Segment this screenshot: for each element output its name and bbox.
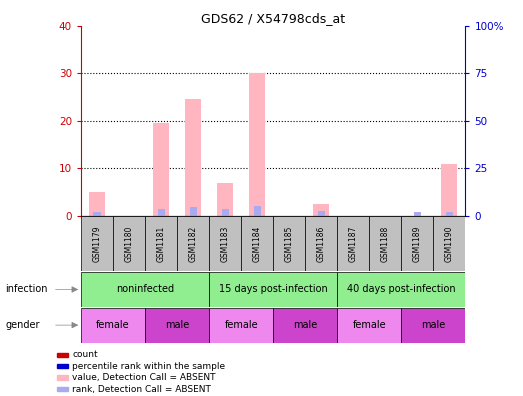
Bar — [254, 206, 261, 216]
Bar — [57, 375, 68, 379]
Bar — [441, 164, 458, 216]
Text: GSM1188: GSM1188 — [381, 225, 390, 262]
Text: 15 days post-infection: 15 days post-infection — [219, 284, 327, 295]
Text: GSM1180: GSM1180 — [124, 225, 133, 262]
Bar — [81, 272, 209, 307]
Bar — [313, 204, 329, 216]
Bar — [89, 192, 105, 216]
Bar — [209, 216, 241, 271]
Text: female: female — [96, 320, 130, 330]
Text: male: male — [165, 320, 189, 330]
Bar — [217, 183, 233, 216]
Bar — [337, 272, 465, 307]
Text: GSM1184: GSM1184 — [253, 225, 262, 262]
Bar — [57, 353, 68, 357]
Text: noninfected: noninfected — [116, 284, 174, 295]
Text: GSM1186: GSM1186 — [317, 225, 326, 262]
Text: count: count — [72, 350, 98, 359]
Bar — [249, 73, 265, 216]
Bar — [434, 216, 465, 271]
Text: GSM1185: GSM1185 — [285, 225, 294, 262]
Text: female: female — [353, 320, 386, 330]
Bar — [94, 212, 101, 216]
Bar — [81, 308, 145, 343]
Text: 40 days post-infection: 40 days post-infection — [347, 284, 456, 295]
Bar — [337, 216, 369, 271]
Text: GSM1190: GSM1190 — [445, 225, 454, 262]
Text: GSM1179: GSM1179 — [93, 225, 101, 262]
Bar — [401, 308, 465, 343]
Title: GDS62 / X54798cds_at: GDS62 / X54798cds_at — [201, 11, 345, 25]
Text: GSM1189: GSM1189 — [413, 225, 422, 262]
Bar — [209, 272, 337, 307]
Bar — [414, 212, 421, 216]
Text: male: male — [293, 320, 317, 330]
Text: value, Detection Call = ABSENT: value, Detection Call = ABSENT — [72, 373, 216, 382]
Bar — [157, 209, 165, 216]
Bar — [273, 216, 305, 271]
Bar — [145, 216, 177, 271]
Text: GSM1181: GSM1181 — [157, 225, 166, 262]
Bar — [153, 123, 169, 216]
Bar — [57, 364, 68, 368]
Bar — [209, 308, 273, 343]
Bar — [57, 387, 68, 391]
Text: GSM1187: GSM1187 — [349, 225, 358, 262]
Bar — [81, 216, 113, 271]
Text: GSM1182: GSM1182 — [189, 225, 198, 262]
Bar — [337, 308, 402, 343]
Bar — [185, 99, 201, 216]
Bar — [177, 216, 209, 271]
Bar — [446, 212, 453, 216]
Bar — [189, 207, 197, 216]
Text: GSM1183: GSM1183 — [221, 225, 230, 262]
Text: female: female — [224, 320, 258, 330]
Bar — [145, 308, 209, 343]
Text: percentile rank within the sample: percentile rank within the sample — [72, 362, 225, 371]
Text: gender: gender — [5, 320, 40, 330]
Bar — [401, 216, 434, 271]
Bar — [317, 211, 325, 216]
Bar — [113, 216, 145, 271]
Bar — [241, 216, 273, 271]
Text: rank, Detection Call = ABSENT: rank, Detection Call = ABSENT — [72, 385, 211, 394]
Bar — [222, 209, 229, 216]
Bar — [273, 308, 337, 343]
Bar — [369, 216, 402, 271]
Text: male: male — [422, 320, 446, 330]
Text: infection: infection — [5, 284, 48, 295]
Bar — [305, 216, 337, 271]
